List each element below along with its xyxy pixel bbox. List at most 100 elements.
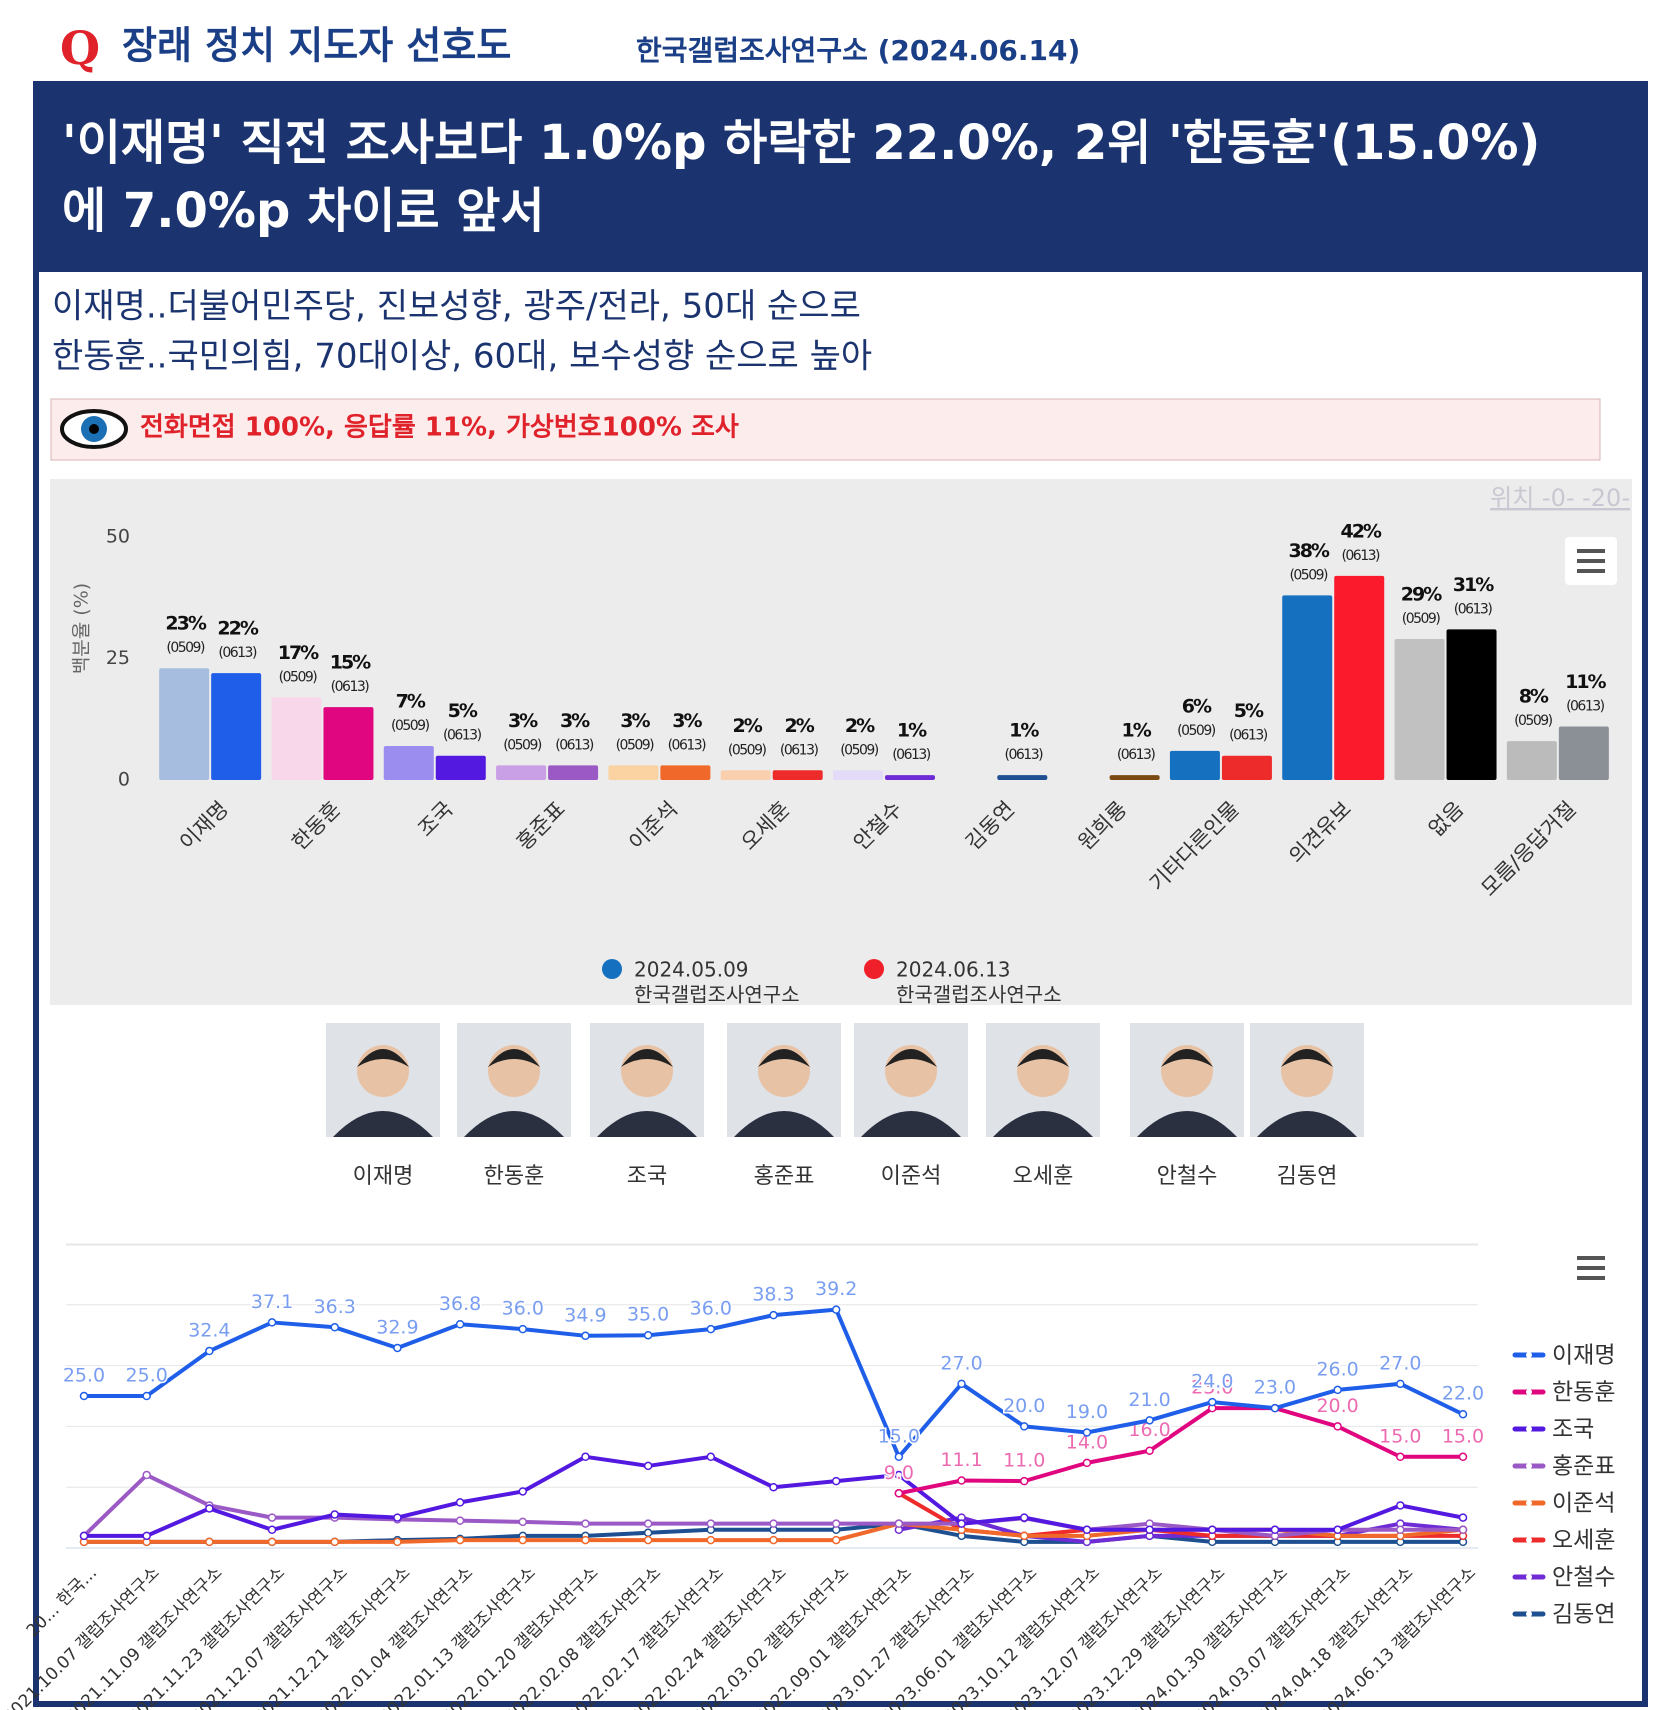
data-label: 2% (733, 715, 763, 737)
data-label: 5% (1234, 700, 1264, 722)
data-tag: (0613) (1005, 747, 1044, 763)
photo-hair (885, 1049, 937, 1067)
point (455, 1498, 465, 1507)
point (581, 1519, 590, 1528)
data-label: 14.0 (1066, 1431, 1108, 1453)
data-tag: (0509) (840, 742, 879, 758)
data-label: 36.0 (502, 1298, 544, 1320)
data-tag: (0509) (728, 742, 767, 758)
data-tag: (0613) (892, 747, 931, 763)
point (267, 1318, 277, 1327)
point (831, 1519, 841, 1528)
point (330, 1537, 339, 1547)
menu-icon[interactable] (1565, 537, 1617, 585)
bar (1394, 639, 1445, 780)
point (1396, 1379, 1405, 1389)
point (643, 1528, 653, 1538)
data-label: 29% (1401, 584, 1442, 606)
data-label: 11% (1565, 671, 1606, 693)
data-label: 39.2 (815, 1278, 857, 1300)
legend-label: 한동훈 (1552, 1380, 1615, 1406)
point (1019, 1422, 1029, 1431)
data-tag: (0613) (1341, 548, 1380, 564)
data-label: 1% (1009, 720, 1039, 742)
point (1019, 1531, 1029, 1541)
point (894, 1489, 904, 1498)
bar (833, 770, 883, 780)
source: 한국갤럽조사연구소 (2024.06.14) (636, 34, 1080, 67)
data-tag: (0613) (555, 737, 594, 753)
point (894, 1470, 904, 1480)
photo-body (1257, 1111, 1357, 1137)
point (581, 1535, 590, 1545)
legend-sublabel: 한국갤럽조사연구소 (896, 983, 1062, 1007)
data-label: 6% (1182, 695, 1212, 717)
photo-hair (1017, 1049, 1069, 1067)
point (769, 1482, 778, 1492)
data-label: 23% (165, 613, 206, 635)
data-label: 21.0 (1128, 1389, 1170, 1411)
point (455, 1516, 465, 1525)
bar (660, 765, 711, 780)
data-label: 15.0 (1379, 1425, 1421, 1447)
point (1019, 1476, 1029, 1486)
data-label: 3% (508, 710, 538, 732)
legend-label: 김동연 (1552, 1602, 1615, 1628)
bar (1558, 726, 1609, 780)
data-label: 27.0 (940, 1352, 982, 1374)
point (1458, 1513, 1468, 1522)
point (643, 1519, 653, 1528)
data-tag: (0509) (616, 737, 655, 753)
data-label: 36.3 (314, 1296, 356, 1318)
photo-hair (1281, 1049, 1333, 1067)
point (518, 1535, 528, 1545)
point (205, 1346, 214, 1356)
point (1208, 1525, 1217, 1535)
point (79, 1391, 89, 1401)
subtitle: 한동훈..국민의힘, 70대이상, 60대, 보수성향 순으로 높아 (52, 337, 872, 377)
photo-caption: 안철수 (1157, 1164, 1218, 1189)
point (267, 1525, 277, 1535)
data-tag: (0509) (391, 718, 430, 734)
data-tag: (0613) (1117, 747, 1156, 763)
data-tag: (0613) (1229, 728, 1268, 744)
point (706, 1519, 716, 1528)
photo-caption: 이준석 (881, 1164, 942, 1189)
data-label: 27.0 (1379, 1352, 1421, 1374)
legend-dot (1526, 1352, 1532, 1358)
data-tag: (0509) (1289, 567, 1328, 583)
photo-caption: 오세훈 (1013, 1164, 1074, 1189)
menu-icon[interactable] (1577, 1256, 1605, 1280)
photo-hair (357, 1049, 409, 1067)
bar (323, 707, 374, 780)
legend-dot (1526, 1426, 1532, 1432)
point (1208, 1397, 1217, 1407)
data-label: 17% (278, 642, 319, 664)
legend-sublabel: 한국갤럽조사연구소 (634, 983, 800, 1007)
point (1333, 1422, 1342, 1431)
data-label: 42% (1340, 520, 1381, 542)
page-title: 장래 정치 지도자 선호도 (122, 24, 511, 68)
point (79, 1531, 89, 1541)
photo (326, 1023, 440, 1137)
y-tick-label: 50 (106, 526, 130, 548)
photo-caption: 김동연 (1277, 1164, 1338, 1189)
data-label: 1% (897, 720, 927, 742)
data-label: 38% (1288, 540, 1329, 562)
legend-marker (864, 959, 884, 979)
data-tag: (0509) (166, 640, 205, 656)
data-label: 25.0 (63, 1365, 105, 1387)
data-label: 2% (785, 715, 815, 737)
point (957, 1519, 966, 1528)
data-tag: (0509) (279, 669, 318, 685)
point (142, 1470, 151, 1480)
legend-label: 오세훈 (1552, 1528, 1615, 1554)
point (1458, 1452, 1468, 1462)
data-label: 35.0 (627, 1304, 669, 1326)
point (706, 1535, 716, 1545)
legend-label: 조국 (1552, 1417, 1594, 1443)
bar (211, 673, 262, 780)
data-tag: (0509) (503, 737, 542, 753)
data-label: 25.0 (126, 1365, 168, 1387)
